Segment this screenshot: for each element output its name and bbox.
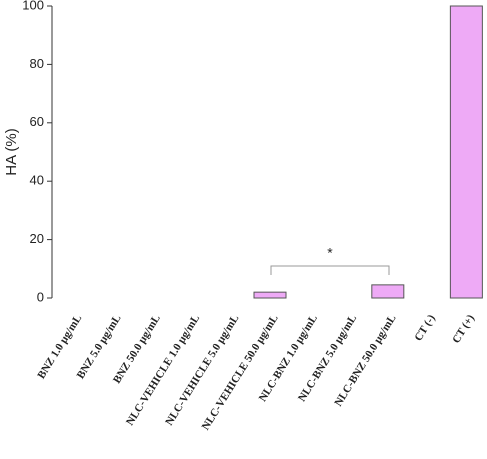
x-tick-label: NLC-VEHICLE 5.0 µg/mL [163, 313, 241, 428]
y-tick-label: 20 [30, 231, 44, 246]
bar [449, 5, 483, 299]
x-tick-label: CT (+) [450, 312, 477, 345]
y-tick-label: 0 [37, 289, 44, 304]
x-tick-label: NLC-VEHICLE 1.0 µg/mL [124, 313, 202, 428]
y-tick-label: 100 [22, 0, 44, 12]
y-tick-label: 80 [30, 56, 44, 71]
y-tick-label: 40 [30, 173, 44, 188]
bar [371, 284, 405, 299]
x-tick-label: CT (-) [412, 312, 438, 343]
annotation: * [327, 245, 333, 261]
bar [253, 291, 287, 299]
x-tick-label: NLC-VEHICLE 50.0 µg/mL [200, 313, 281, 433]
y-axis-label: HA (%) [3, 128, 20, 176]
y-tick-label: 60 [30, 114, 44, 129]
significance-bracket [270, 265, 390, 275]
